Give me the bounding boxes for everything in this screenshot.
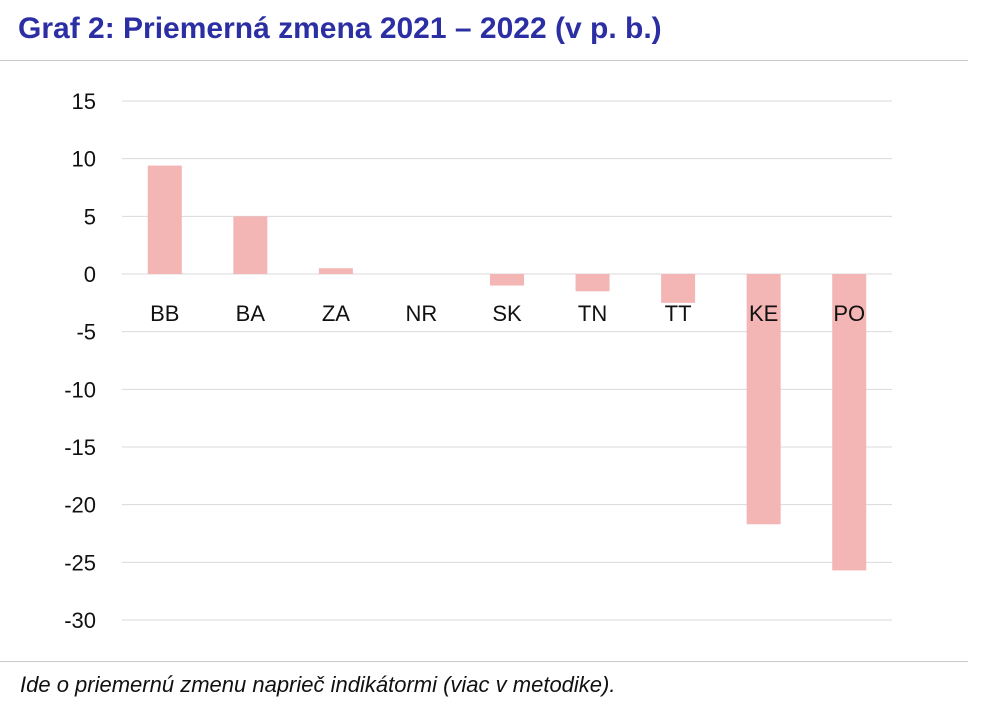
top-divider: [0, 60, 968, 61]
y-tick-label: 10: [72, 147, 96, 172]
bar-sk: [490, 274, 524, 286]
bottom-divider: [0, 661, 968, 662]
chart-title: Graf 2: Priemerná zmena 2021 – 2022 (v p…: [18, 12, 662, 45]
y-tick-label: -20: [64, 493, 96, 518]
x-tick-label: NR: [406, 301, 438, 326]
footnote: Ide o priemernú zmenu naprieč indikátorm…: [20, 672, 616, 697]
bars: [147, 165, 867, 571]
y-tick-label: 0: [84, 262, 96, 287]
x-tick-label: KE: [749, 301, 778, 326]
x-axis-labels: BB BA ZA NR SK TN TT KE PO: [150, 301, 865, 326]
x-tick-label: PO: [833, 301, 865, 326]
x-tick-label: BA: [236, 301, 266, 326]
y-tick-label: -30: [64, 608, 96, 633]
bar-za: [318, 268, 353, 274]
x-tick-label: ZA: [322, 301, 350, 326]
y-axis-ticks: 15 10 5 0 -5 -10 -15 -20 -25 -30: [64, 89, 96, 633]
bar-tt: [661, 274, 696, 303]
bar-po: [832, 274, 867, 571]
y-tick-label: 15: [72, 89, 96, 114]
bar-ba: [233, 216, 268, 274]
bar-tn: [575, 274, 610, 292]
bar-bb: [147, 165, 182, 274]
y-tick-label: -15: [64, 435, 96, 460]
y-tick-label: -25: [64, 550, 96, 575]
y-tick-label: -10: [64, 377, 96, 402]
bar-chart: 15 10 5 0 -5 -10 -15 -20 -25 -30 BB BA ZA NR SK TN TT KE…: [64, 89, 892, 633]
bar-ke: [746, 274, 781, 525]
y-tick-label: 5: [84, 204, 96, 229]
x-tick-label: BB: [150, 301, 179, 326]
x-tick-label: TT: [665, 301, 692, 326]
x-tick-label: SK: [492, 301, 522, 326]
y-tick-label: -5: [76, 320, 96, 345]
x-tick-label: TN: [578, 301, 607, 326]
